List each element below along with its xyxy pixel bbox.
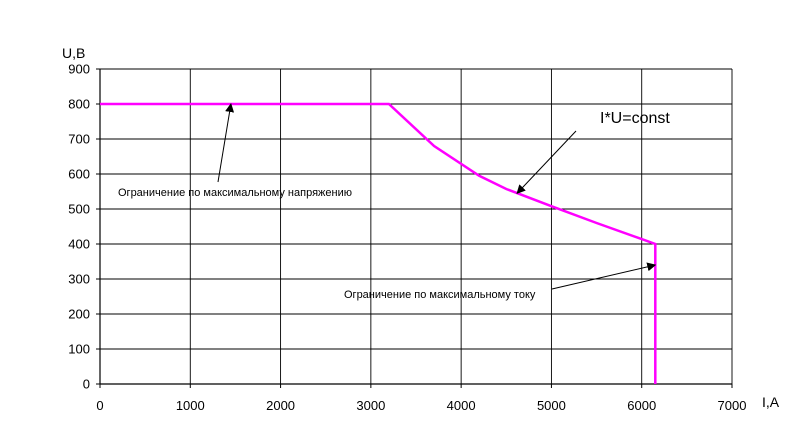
series-line — [100, 102, 657, 384]
y-tick-label: 0 — [83, 377, 90, 392]
y-axis-title: U,B — [62, 45, 85, 61]
x-tick-label: 5000 — [537, 398, 566, 413]
annotation-label: Ограничение по максимальному напряжению — [118, 187, 352, 199]
x-tick-label: 0 — [96, 398, 103, 413]
y-tick-label: 600 — [68, 167, 90, 182]
x-tick-label: 7000 — [718, 398, 747, 413]
x-tick-label: 3000 — [356, 398, 385, 413]
y-tick-label: 300 — [68, 272, 90, 287]
annotation-arrow — [551, 262, 657, 290]
annotation-label: I*U=const — [600, 110, 670, 127]
x-tick-label: 2000 — [266, 398, 295, 413]
x-axis-title: I,A — [762, 394, 780, 410]
annotation-arrow — [217, 103, 235, 183]
x-tick-label: 6000 — [627, 398, 656, 413]
y-tick-label: 500 — [68, 202, 90, 217]
x-tick-label: 1000 — [176, 398, 205, 413]
plot-area — [100, 69, 732, 384]
y-tick-label: 200 — [68, 307, 90, 322]
y-tick-label: 800 — [68, 97, 90, 112]
annotation-label: Ограничение по максимальному току — [344, 289, 536, 301]
series — [100, 102, 657, 384]
annotation-arrow — [516, 130, 577, 194]
y-tick-label: 700 — [68, 132, 90, 147]
y-tick-label: 400 — [68, 237, 90, 252]
y-tick-label: 900 — [68, 62, 90, 77]
x-tick-label: 4000 — [447, 398, 476, 413]
annotations: Ограничение по максимальному напряжению I… — [118, 103, 670, 301]
y-tick-label: 100 — [68, 342, 90, 357]
ticks: 0 100 200 300 400 500 600 700 800 900 0 1000 2000 300… — [68, 62, 746, 414]
